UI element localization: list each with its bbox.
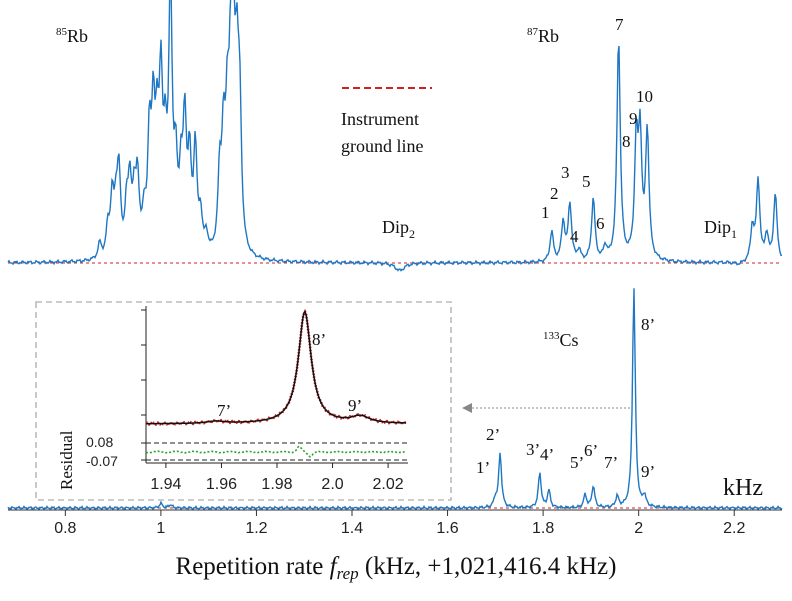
arrow-head-icon bbox=[462, 403, 472, 413]
residual-tick-upper: 0.08 bbox=[86, 434, 113, 450]
inset-x-tick-label: 1.94 bbox=[150, 476, 181, 493]
x-tick-label: 2 bbox=[634, 520, 643, 537]
residual-tick-lower: -0.07 bbox=[86, 453, 118, 469]
peak-label-5: 5 bbox=[582, 172, 591, 191]
peak-label-8: 8 bbox=[622, 132, 631, 151]
inset-fit-curve bbox=[146, 310, 407, 425]
inset-peak-label-7p: 7’ bbox=[217, 401, 231, 420]
dip-label-1: Dip1 bbox=[704, 217, 737, 241]
x-tick-label: 1.6 bbox=[436, 520, 458, 537]
species-label-133cs: 133Cs bbox=[543, 330, 579, 350]
peak-label-9: 9 bbox=[629, 109, 638, 128]
x-tick-label: 1 bbox=[156, 520, 165, 537]
unit-label: kHz bbox=[723, 475, 763, 501]
peak-label-1p: 1’ bbox=[476, 458, 490, 477]
peak-labels-133cs: 1’ 2’ 3’ 4’ 5’ 6’ 7’ 8’ 9’ bbox=[476, 315, 655, 481]
peak-label-3: 3 bbox=[561, 163, 570, 182]
peak-label-10: 10 bbox=[636, 87, 653, 106]
inset-x-tick-label: 2.02 bbox=[373, 476, 404, 493]
inset-x-ticks: 1.94 1.96 1.98 2.0 2.02 bbox=[150, 463, 404, 493]
dip-label-2: Dip2 bbox=[382, 217, 415, 241]
inset-peak-label-8p: 8’ bbox=[312, 330, 326, 349]
peak-label-1: 1 bbox=[541, 203, 550, 222]
x-tick-label: 1.2 bbox=[245, 520, 267, 537]
inset-residual-trace bbox=[146, 445, 407, 458]
x-tick-label: 2.2 bbox=[723, 520, 745, 537]
peak-labels-87rb: 1 2 3 4 5 6 7 8 9 10 bbox=[541, 15, 653, 246]
inset-border bbox=[35, 301, 452, 501]
x-tick-label: 0.8 bbox=[54, 520, 76, 537]
inset-x-tick-label: 1.98 bbox=[261, 476, 292, 493]
peak-label-4p: 4’ bbox=[540, 445, 554, 464]
peak-label-7: 7 bbox=[615, 15, 624, 34]
peak-label-8p: 8’ bbox=[641, 315, 655, 334]
species-label-87rb: 87Rb bbox=[527, 26, 559, 46]
inset-x-tick-label: 2.0 bbox=[321, 476, 343, 493]
residual-axis-label: Residual bbox=[57, 430, 76, 490]
x-tick-label: 1.4 bbox=[341, 520, 363, 537]
legend-label-line1: Instrument bbox=[341, 109, 419, 129]
peak-label-6: 6 bbox=[596, 214, 605, 233]
top-spectrum-trace bbox=[7, 0, 783, 272]
x-axis-label: Repetition rate frep (kHz, +1,021,416.4 … bbox=[176, 553, 617, 583]
inset-y-ticks bbox=[141, 309, 146, 461]
peak-label-4: 4 bbox=[570, 227, 579, 246]
peak-label-2p: 2’ bbox=[486, 425, 500, 444]
x-axis-ticks: 0.8 1 1.2 1.4 1.6 1.8 2 2.2 bbox=[54, 510, 745, 537]
peak-label-7p: 7’ bbox=[604, 453, 618, 472]
peak-label-9p: 9’ bbox=[641, 462, 655, 481]
x-tick-label: 1.8 bbox=[532, 520, 554, 537]
species-label-85rb: 85Rb bbox=[56, 26, 88, 46]
peak-label-3p: 3’ bbox=[526, 440, 540, 459]
legend-label-line2: ground line bbox=[341, 136, 424, 156]
inset-x-tick-label: 1.96 bbox=[206, 476, 237, 493]
peak-label-2: 2 bbox=[550, 184, 559, 203]
inset-peak-label-9p: 9’ bbox=[348, 396, 362, 415]
peak-label-5p: 5’ bbox=[570, 453, 584, 472]
inset: 1.94 1.96 1.98 2.0 2.02 0.08 -0.07 Residual … bbox=[35, 301, 452, 501]
peak-label-6p: 6’ bbox=[584, 441, 598, 460]
bottom-spectrum-trace bbox=[7, 288, 783, 511]
